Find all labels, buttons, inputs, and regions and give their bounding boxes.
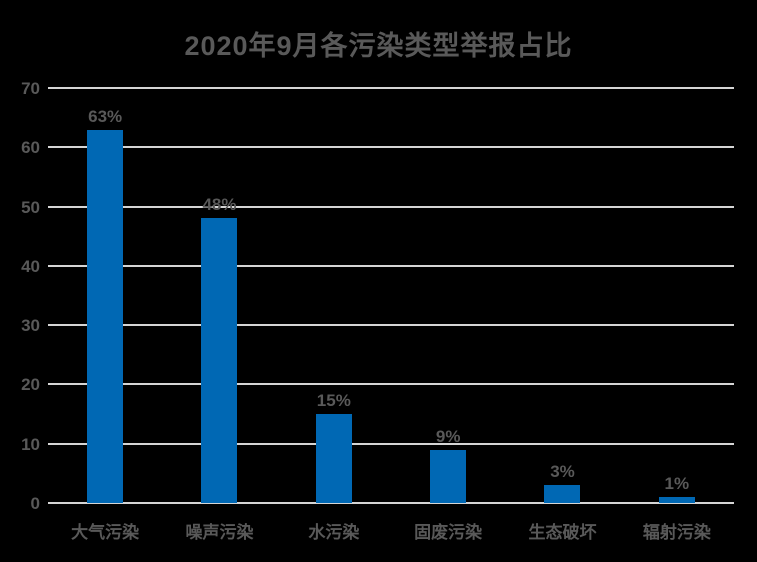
x-tick-label: 生态破坏 [528, 523, 597, 542]
x-tick-label: 固废污染 [414, 523, 483, 542]
gridline [48, 264, 734, 267]
bar-group: 3% [505, 88, 619, 503]
x-tick-label: 水污染 [308, 523, 360, 542]
bar-group: 63% [48, 88, 162, 503]
gridline [48, 205, 734, 208]
y-tick-label: 50 [21, 197, 40, 217]
bar-value-label: 63% [88, 106, 123, 126]
bar-group: 9% [391, 88, 505, 503]
y-tick-label: 30 [21, 316, 40, 336]
gridline [48, 442, 734, 445]
chart-title: 2020年9月各污染类型举报占比 [184, 31, 573, 61]
bar [87, 129, 124, 503]
x-tick-label: 噪声污染 [185, 523, 254, 542]
gridline [48, 383, 734, 386]
gridline [48, 324, 734, 327]
bar-value-label: 48% [202, 195, 237, 215]
y-tick-label: 20 [21, 375, 40, 395]
y-tick-label: 10 [21, 434, 40, 454]
bar-value-label: 3% [550, 462, 575, 482]
bar [544, 485, 581, 503]
gridline [48, 502, 734, 504]
plot-area: 63% 48% 15% 9% 3% 1% [48, 87, 734, 504]
bar [201, 218, 238, 503]
y-tick-label: 0 [30, 494, 40, 513]
x-tick-label: 辐射污染 [642, 523, 711, 542]
gridline [48, 146, 734, 149]
bar [430, 449, 467, 503]
bar-value-label: 1% [664, 474, 690, 494]
gridline [48, 87, 734, 89]
bar-value-label: 15% [316, 391, 351, 411]
y-tick-label: 40 [21, 256, 40, 276]
bar-group: 48% [162, 88, 276, 503]
x-tick-label: 大气污染 [71, 523, 140, 542]
bar [658, 497, 695, 503]
y-tick-label: 70 [21, 79, 40, 98]
bar-value-label: 9% [435, 426, 461, 446]
bar-group: 15% [277, 88, 391, 503]
bar-group: 1% [620, 88, 734, 503]
bar [315, 414, 352, 503]
y-tick-label: 60 [21, 138, 40, 158]
